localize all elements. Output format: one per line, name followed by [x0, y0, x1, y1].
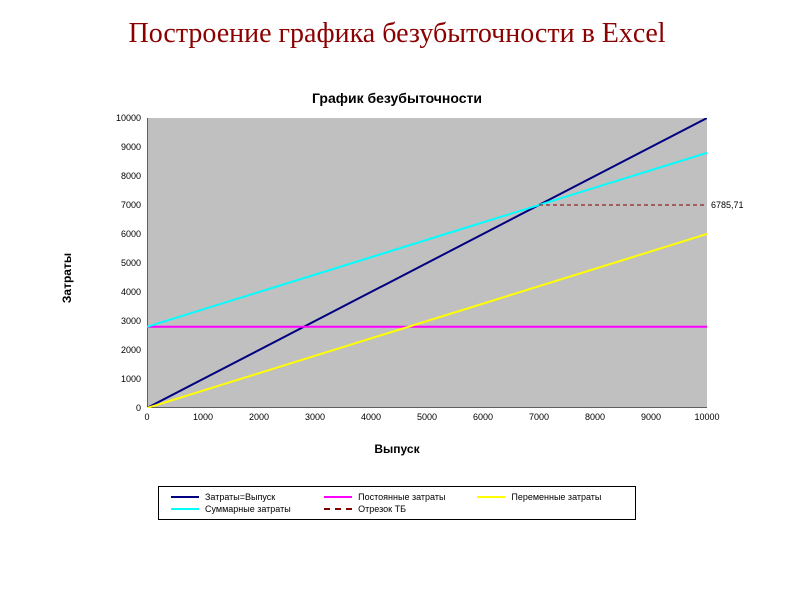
page-title: Построение графика безубыточности в Exce… — [0, 18, 794, 50]
legend-item: Постоянные затраты — [320, 491, 473, 503]
legend-label: Отрезок ТБ — [358, 504, 406, 514]
y-tick-label: 8000 — [121, 171, 141, 181]
legend-item: Отрезок ТБ — [320, 503, 473, 515]
y-tick-label: 3000 — [121, 316, 141, 326]
y-tick-label: 0 — [136, 403, 141, 413]
legend-item: Суммарные затраты — [167, 503, 320, 515]
y-tick-label: 9000 — [121, 142, 141, 152]
annotation-label: 6785,71 — [711, 200, 744, 210]
x-tick-label: 8000 — [585, 412, 605, 422]
y-tick-label: 6000 — [121, 229, 141, 239]
legend-swatch — [171, 496, 199, 498]
legend-label: Затраты=Выпуск — [205, 492, 275, 502]
x-tick-label: 5000 — [417, 412, 437, 422]
x-tick-label: 0 — [144, 412, 149, 422]
legend: Затраты=Выпуск Постоянные затраты Переменн… — [158, 486, 636, 520]
y-tick-label: 4000 — [121, 287, 141, 297]
legend-swatch — [324, 496, 352, 498]
y-tick-label: 7000 — [121, 200, 141, 210]
x-tick-label: 3000 — [305, 412, 325, 422]
chart-title: График безубыточности — [0, 90, 794, 106]
plot-area: 6785,71010002000300040005000600070008000… — [147, 118, 707, 408]
legend-swatch — [324, 508, 352, 510]
x-axis-label: Выпуск — [0, 442, 794, 456]
x-tick-label: 2000 — [249, 412, 269, 422]
legend-item: Переменные затраты — [473, 491, 626, 503]
x-tick-label: 6000 — [473, 412, 493, 422]
legend-swatch — [477, 496, 505, 498]
y-tick-label: 2000 — [121, 345, 141, 355]
y-tick-label: 5000 — [121, 258, 141, 268]
chart-container: Затраты 6785,710100020003000400050006000… — [77, 118, 717, 438]
legend-swatch — [171, 508, 199, 510]
x-tick-label: 4000 — [361, 412, 381, 422]
y-tick-label: 10000 — [116, 113, 141, 123]
x-tick-label: 7000 — [529, 412, 549, 422]
x-tick-label: 1000 — [193, 412, 213, 422]
legend-label: Суммарные затраты — [205, 504, 291, 514]
x-tick-label: 9000 — [641, 412, 661, 422]
y-axis-label: Затраты — [60, 253, 74, 303]
legend-label: Переменные затраты — [511, 492, 601, 502]
legend-item: Затраты=Выпуск — [167, 491, 320, 503]
y-tick-label: 1000 — [121, 374, 141, 384]
x-tick-label: 10000 — [694, 412, 719, 422]
legend-label: Постоянные затраты — [358, 492, 445, 502]
